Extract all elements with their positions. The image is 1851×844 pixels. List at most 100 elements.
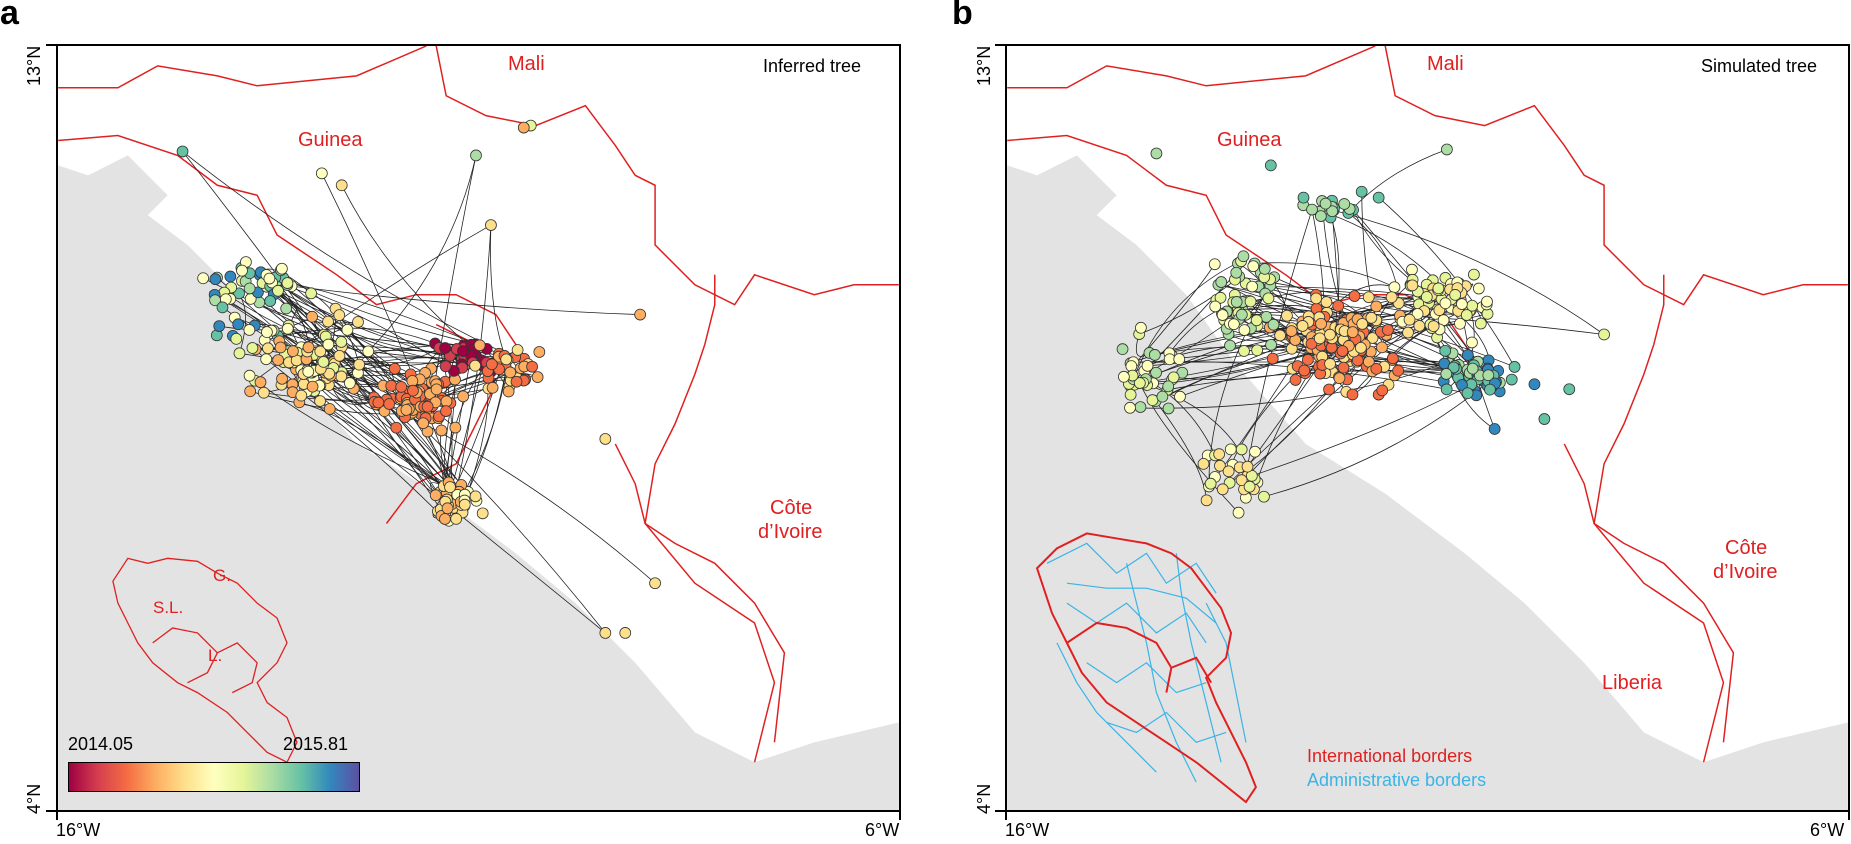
case-node <box>417 417 430 430</box>
case-node <box>1235 443 1248 456</box>
nodes-a <box>176 119 661 639</box>
case-node <box>457 345 469 357</box>
case-node <box>1298 364 1311 377</box>
coastline-sea-b <box>1007 155 1848 810</box>
case-node <box>224 270 237 283</box>
case-node <box>1466 336 1478 349</box>
case-node <box>302 341 315 354</box>
tree-branch <box>1258 286 1427 298</box>
case-node <box>1427 320 1440 333</box>
tree-branch <box>1132 260 1242 380</box>
case-node <box>1264 159 1277 172</box>
case-node <box>197 272 210 285</box>
case-node <box>1230 266 1243 279</box>
tick-a-xleft <box>56 812 58 820</box>
case-node <box>510 375 523 388</box>
case-node <box>1336 345 1349 357</box>
case-node <box>1402 326 1414 339</box>
case-node <box>209 294 221 307</box>
case-node <box>1466 362 1479 375</box>
case-node <box>243 282 256 295</box>
case-node <box>429 489 442 502</box>
case-node <box>1447 361 1460 374</box>
case-node <box>213 320 226 332</box>
case-node <box>216 301 229 314</box>
panel-b-letter: b <box>952 0 973 32</box>
case-node <box>649 577 661 590</box>
tree-branch <box>1348 149 1448 214</box>
tree-branch <box>1155 400 1207 501</box>
case-node <box>1173 353 1186 365</box>
case-node <box>1366 332 1379 344</box>
lat-top-a: 13°N <box>24 45 44 86</box>
case-node <box>1235 308 1248 321</box>
case-node <box>407 384 419 397</box>
case-node <box>1258 263 1271 275</box>
label-cote-a-2: d’Ivoire <box>758 521 823 543</box>
case-node <box>243 324 256 336</box>
case-node <box>254 376 267 389</box>
case-node <box>1224 339 1236 352</box>
case-node <box>1440 368 1453 380</box>
case-node <box>263 272 276 285</box>
coastline-sea <box>58 155 899 810</box>
case-node <box>1472 282 1485 295</box>
tree-branch <box>376 399 656 584</box>
case-node <box>335 179 348 192</box>
case-node <box>1362 291 1375 304</box>
tree-branch <box>249 375 458 491</box>
case-node <box>400 403 413 416</box>
case-node <box>1197 458 1210 470</box>
tree-branch <box>1251 384 1472 477</box>
tree-branch <box>182 151 442 510</box>
case-node <box>1241 460 1254 473</box>
case-node <box>469 359 482 372</box>
colorbar <box>68 762 360 792</box>
case-node <box>1411 308 1424 320</box>
case-node <box>1484 383 1496 396</box>
case-node <box>476 507 489 520</box>
case-node <box>1156 390 1169 403</box>
case-node <box>1354 341 1367 354</box>
tree-branch <box>321 173 462 502</box>
case-node <box>1456 379 1468 391</box>
case-node <box>260 353 273 366</box>
case-node <box>533 346 546 358</box>
case-node <box>209 273 222 286</box>
label-guinea-b: Guinea <box>1217 129 1282 151</box>
label-cote-b-1: Côte <box>1725 537 1768 559</box>
inset-label-g: G. <box>213 566 231 585</box>
tick-b-ytop <box>995 44 1005 46</box>
case-node <box>1355 185 1368 198</box>
tree-branch <box>1378 197 1515 368</box>
case-node <box>1370 363 1383 375</box>
case-node <box>232 318 245 331</box>
case-node <box>1262 292 1275 305</box>
case-node <box>257 386 270 399</box>
case-node <box>1224 443 1237 456</box>
tick-b-xleft <box>1005 812 1007 820</box>
case-node <box>1238 345 1250 357</box>
case-node <box>1365 311 1378 324</box>
case-node <box>261 326 273 338</box>
case-node <box>272 284 284 297</box>
case-node <box>176 145 189 158</box>
case-node <box>1370 300 1383 313</box>
case-node <box>280 302 293 315</box>
map-panel-b: Mali Guinea Côte d’Ivoire Liberia Simula… <box>1005 44 1850 812</box>
case-node <box>1356 318 1369 330</box>
case-node <box>244 385 257 398</box>
case-node <box>233 287 245 300</box>
case-node <box>1305 337 1318 350</box>
panel-a-letter: a <box>0 0 19 32</box>
case-node <box>1306 203 1318 216</box>
lon-left-b: 16°W <box>1005 820 1050 840</box>
case-node <box>1326 205 1339 218</box>
case-node <box>1133 377 1146 389</box>
case-node <box>500 353 513 366</box>
case-node <box>264 295 277 307</box>
inset-map-a <box>112 557 298 764</box>
case-node <box>1315 210 1327 222</box>
lon-right-b: 6°W <box>1810 820 1845 840</box>
case-node <box>421 400 434 413</box>
